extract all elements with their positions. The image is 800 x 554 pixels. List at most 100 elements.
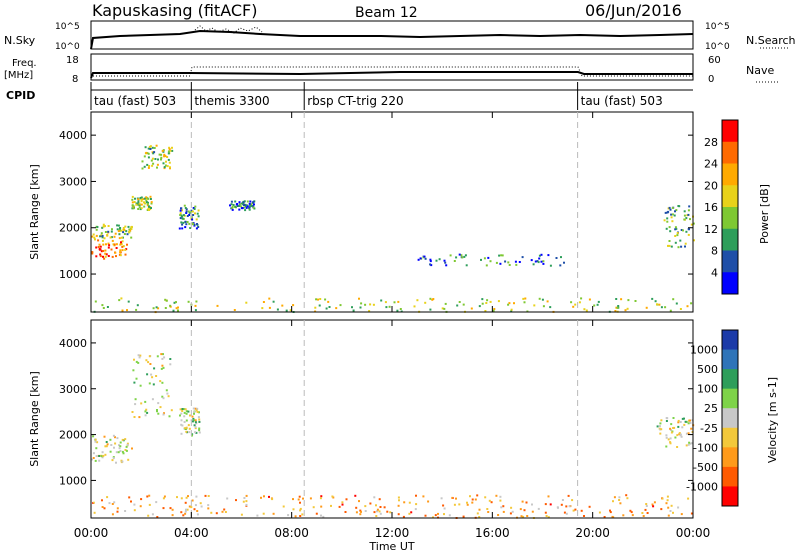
velocity-cell xyxy=(221,510,224,513)
power-cell xyxy=(351,306,353,309)
velocity-cell xyxy=(140,402,143,405)
power-cell xyxy=(495,261,498,264)
velocity-cell xyxy=(268,495,270,498)
power-cell xyxy=(272,300,275,303)
power-cell xyxy=(597,300,600,303)
velocity-cell xyxy=(194,504,197,507)
power-cell xyxy=(242,201,245,204)
power-cell xyxy=(238,208,241,211)
power-cell xyxy=(117,224,120,227)
power-cell xyxy=(614,310,617,312)
velocity-cell xyxy=(631,514,634,517)
power-cell xyxy=(682,229,684,232)
power-cell xyxy=(671,220,674,223)
velocity-cell xyxy=(687,432,690,435)
power-cell xyxy=(424,257,427,260)
velocity-cell xyxy=(124,510,127,512)
power-cell xyxy=(181,217,184,220)
power-cell xyxy=(249,200,252,203)
velocity-cell xyxy=(299,515,302,517)
freq-left-tick-lo: 8 xyxy=(72,74,78,85)
power-cell xyxy=(180,207,183,210)
power-cell xyxy=(419,257,422,260)
velocity-cell xyxy=(135,377,138,380)
power-cell xyxy=(191,222,194,225)
power-cell xyxy=(230,200,233,203)
velocity-cell xyxy=(191,433,194,436)
power-cell xyxy=(542,260,545,263)
power-cell xyxy=(148,165,151,167)
power-cell xyxy=(105,243,107,246)
velocity-cell xyxy=(299,501,301,504)
velocity-cell xyxy=(183,427,186,430)
power-cell xyxy=(141,167,144,170)
velocity-cell xyxy=(149,363,152,365)
power-cell xyxy=(678,205,681,208)
velocity-cell xyxy=(567,494,570,497)
power-cell xyxy=(113,235,116,238)
velocity-cell xyxy=(679,433,682,436)
power-cell xyxy=(248,202,251,205)
velocity-cell xyxy=(93,511,96,514)
power-cell xyxy=(166,156,169,158)
velocity-cell xyxy=(198,420,201,423)
freq-line xyxy=(90,71,693,79)
power-cell xyxy=(197,209,200,212)
power-cell xyxy=(250,203,253,206)
velocity-cell xyxy=(131,411,134,413)
power-cell xyxy=(147,166,150,169)
power-cell xyxy=(194,205,197,208)
power-cell xyxy=(240,207,243,210)
velocity-colorbar-swatch xyxy=(722,349,738,370)
velocity-cell xyxy=(462,515,465,518)
velocity-cell xyxy=(105,441,108,443)
power-cell xyxy=(248,206,251,209)
velocity-cell xyxy=(196,411,199,413)
velocity-cell xyxy=(115,451,118,454)
power-cell xyxy=(181,215,184,218)
velocity-cell xyxy=(263,495,265,498)
velocity-cell xyxy=(159,406,162,409)
power-cell xyxy=(654,300,657,303)
power-cell xyxy=(674,226,677,229)
power-cell xyxy=(244,209,247,212)
velocity-cell xyxy=(603,516,606,518)
y-tick-label: 1000 xyxy=(59,474,87,487)
noise-right-tick-hi: 10^5 xyxy=(705,22,730,32)
power-cell xyxy=(538,257,541,260)
power-cell xyxy=(183,204,186,207)
power-cell xyxy=(327,300,330,303)
power-cell xyxy=(194,212,196,215)
velocity-cell xyxy=(92,457,95,459)
velocity-cell xyxy=(199,502,202,505)
velocity-cell xyxy=(184,512,187,515)
velocity-cell xyxy=(256,514,259,517)
power-cell xyxy=(114,232,117,235)
velocity-cell xyxy=(155,501,158,504)
velocity-cell xyxy=(678,433,681,436)
power-cell xyxy=(634,300,637,302)
velocity-cell xyxy=(180,423,183,426)
power-colorbar-tick: 16 xyxy=(704,201,718,214)
velocity-cell xyxy=(148,503,151,506)
power-cell xyxy=(248,205,251,208)
power-cell xyxy=(103,237,106,240)
power-cell xyxy=(487,256,490,259)
velocity-cell xyxy=(680,513,683,516)
power-cell xyxy=(685,217,688,220)
power-cell xyxy=(137,198,140,201)
power-cell xyxy=(116,228,119,231)
power-cell xyxy=(169,149,172,152)
velocity-cell xyxy=(184,501,187,504)
velocity-cell xyxy=(301,513,304,516)
power-colorbar-tick: 28 xyxy=(704,136,718,149)
velocity-cell xyxy=(376,510,378,513)
velocity-cell xyxy=(119,441,122,444)
power-cell xyxy=(193,223,196,226)
velocity-cell xyxy=(669,442,672,445)
power-cell xyxy=(110,230,113,233)
velocity-cell xyxy=(537,507,540,510)
velocity-cell xyxy=(195,495,198,498)
velocity-cell xyxy=(188,505,191,508)
velocity-cell xyxy=(561,499,564,501)
